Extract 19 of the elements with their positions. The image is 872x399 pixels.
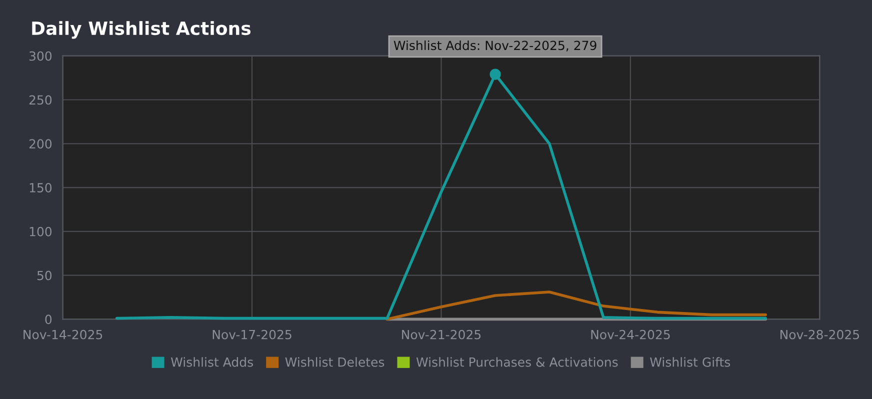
chart-title: Daily Wishlist Actions xyxy=(32,21,251,39)
x-tick-label: Nov-28-2025 xyxy=(780,330,859,340)
y-tick-label: 50 xyxy=(37,270,52,280)
line-series xyxy=(386,290,768,321)
x-tick-label: Nov-14-2025 xyxy=(24,330,102,340)
y-tick-label: 0 xyxy=(45,314,52,324)
annotation: Wishlist Adds: Nov-22-2025, 279 xyxy=(394,40,596,52)
legend-label: Wishlist Deletes xyxy=(285,357,384,367)
x-tick-label: Nov-24-2025 xyxy=(591,330,670,340)
legend-label: Wishlist Purchases & Activations xyxy=(416,357,618,367)
legend-label: Wishlist Gifts xyxy=(650,357,730,367)
x-tick-label: Nov-17-2025 xyxy=(212,330,292,340)
y-tick-label: 150 xyxy=(30,183,52,192)
y-tick-label: 300 xyxy=(29,51,52,61)
legend-label: Wishlist Adds xyxy=(170,357,253,367)
y-tick-label: 250 xyxy=(29,95,52,105)
x-tick-label: Nov-21-2025 xyxy=(402,330,481,340)
y-tick-label: 200 xyxy=(29,139,52,149)
y-tick-label: 100 xyxy=(30,226,52,236)
